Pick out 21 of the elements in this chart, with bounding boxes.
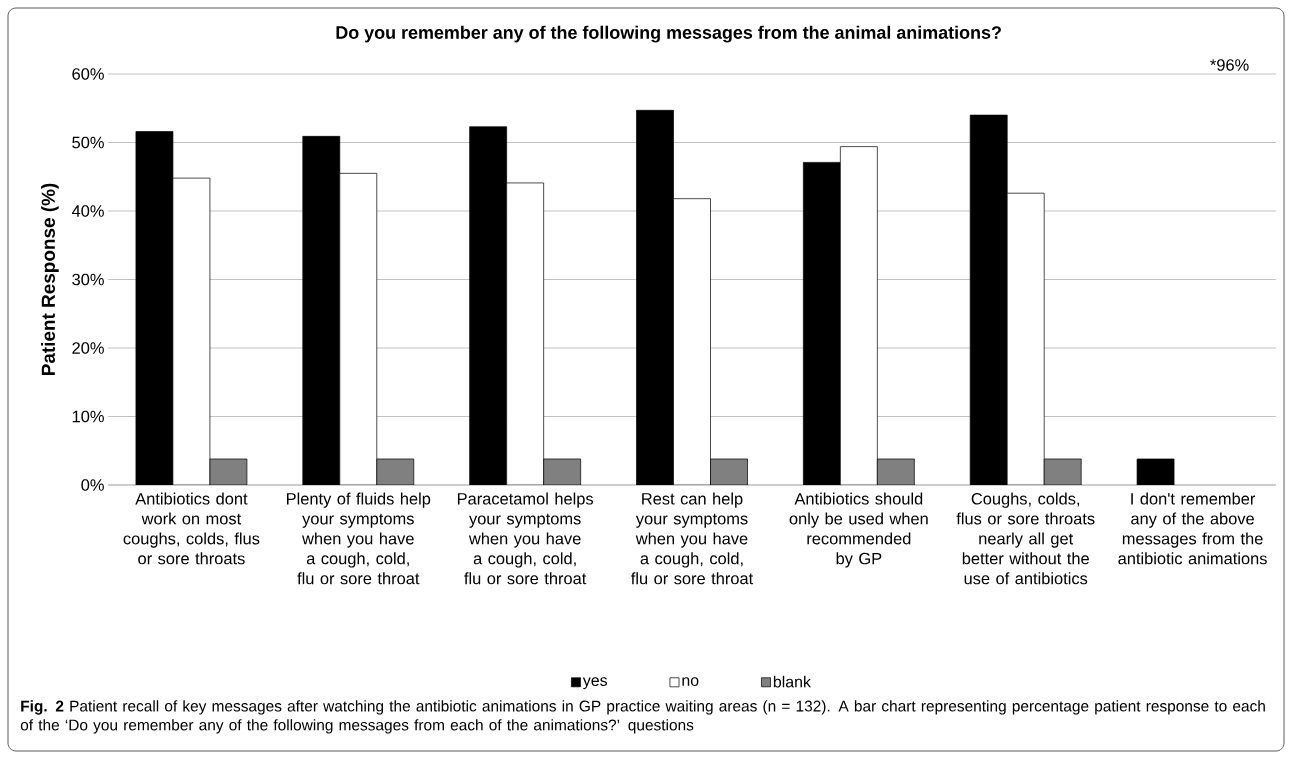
y-tick-label: 50% [72,136,104,149]
x-tick-label: Coughs, colds, flus or sore throats nearly all get better without the use of antibiotics [956,492,1095,585]
legend-label: blank [773,675,811,688]
text: Fig. 2 Patient recall of key messages after watching the antibiotic animations in GP practice waiting areas (n = 132). A bar chart representing percentage patient response to each of the ‘Do you remember any of the following messages from each of the animations?’ questions [20,700,1265,734]
legend-label: no [682,677,699,686]
y-tick-label: 40% [71,205,104,217]
x-tick-label: I don't remember any of the above messages from the antibiotic animations [1118,492,1267,565]
y-tick-label: 60% [72,68,104,80]
text: *96% [1210,59,1249,71]
y-axis-title: Patient Response (%) [41,183,59,376]
y-tick-label: 10% [72,410,104,423]
x-tick-label: Antibiotics dont work on most coughs, colds, flus or sore throats [123,492,260,565]
x-tick-label: Antibiotics should only be used when recommended by GP [789,492,928,568]
y-tick-label: 20% [72,342,104,354]
chart-title: Do you remember any of the following messages from the animal animations? [336,25,1001,43]
y-tick-label: 30% [72,273,104,286]
x-tick-label: Rest can help your symptoms when you have a cough, cold, flu or sore throat [631,492,754,585]
y-tick-label: 0% [81,479,104,491]
x-tick-label: Plenty of fluids help your symptoms when you have a cough, cold, flu or sore throat [286,492,431,585]
legend-label: yes [582,677,608,690]
x-tick-label: Paracetamol helps your symptoms when you have a cough, cold, flu or sore throat [457,492,594,585]
